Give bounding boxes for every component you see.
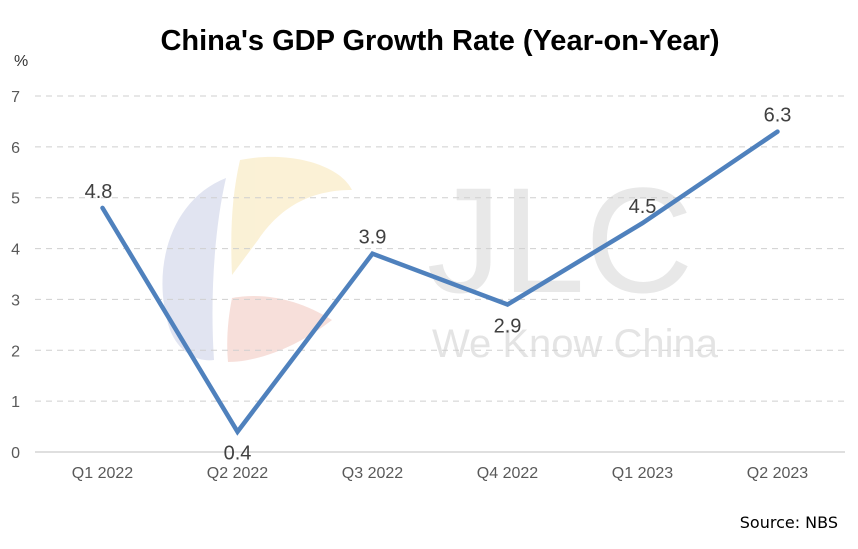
y-tick-label: 1: [11, 394, 20, 411]
x-tick-label: Q2 2023: [747, 465, 808, 482]
x-tick-label: Q2 2022: [207, 465, 268, 482]
data-label: 2.9: [494, 316, 522, 338]
y-axis-unit-label: %: [14, 53, 28, 70]
y-axis-ticks: 0 1 2 3 4 5 6 7: [11, 89, 20, 462]
watermark-logo: [162, 156, 352, 362]
data-label: 4.5: [629, 196, 657, 218]
data-label: 0.4: [224, 443, 252, 465]
y-tick-label: 6: [11, 140, 20, 157]
y-tick-label: 3: [11, 292, 20, 309]
y-tick-label: 5: [11, 191, 20, 208]
x-tick-label: Q1 2023: [612, 465, 673, 482]
y-tick-label: 4: [11, 242, 20, 259]
y-tick-label: 2: [11, 343, 20, 360]
x-axis-ticks: Q1 2022 Q2 2022 Q3 2022 Q4 2022 Q1 2023 Q2 20…: [72, 465, 808, 482]
data-label: 4.8: [85, 181, 113, 203]
series-line: [100, 129, 780, 436]
x-tick-label: Q4 2022: [477, 465, 538, 482]
y-tick-label: 7: [11, 89, 20, 106]
watermark-text-main: JLC: [427, 156, 694, 324]
data-label: 3.9: [359, 227, 387, 249]
data-labels: 4.8 0.4 3.9 2.9 4.5 6.3: [85, 105, 792, 465]
gridlines: [35, 95, 845, 453]
chart-title: China's GDP Growth Rate (Year-on-Year): [160, 25, 719, 57]
source-note: Source: NBS: [740, 513, 838, 532]
x-tick-label: Q3 2022: [342, 465, 403, 482]
y-tick-label: 0: [11, 445, 20, 462]
data-label: 6.3: [764, 105, 792, 127]
watermark-shape-yellow: [231, 156, 352, 275]
watermark-text-sub: We Know China: [432, 322, 719, 366]
x-tick-label: Q1 2022: [72, 465, 133, 482]
series-line-layer: [100, 129, 780, 436]
watermark-shape-blue: [162, 178, 226, 361]
watermark-shape-red: [227, 296, 332, 362]
